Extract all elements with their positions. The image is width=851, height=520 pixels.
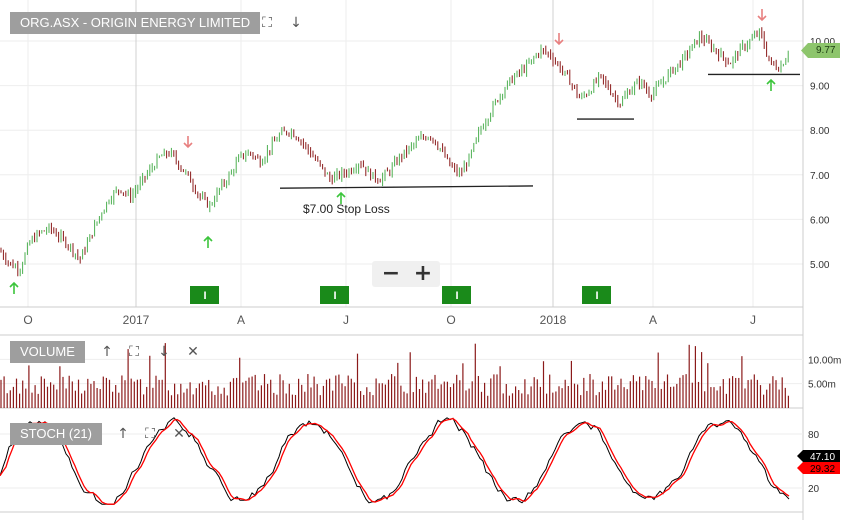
stoch-k-tag bbox=[797, 450, 840, 462]
expand-icon[interactable]: ⛶ bbox=[145, 426, 155, 442]
stoch-d-tag bbox=[797, 462, 840, 474]
stoch-tick-label: 20 bbox=[808, 484, 820, 495]
down-arrow-icon[interactable]: ↓ bbox=[290, 15, 302, 31]
close-icon[interactable]: ✕ bbox=[173, 426, 185, 442]
info-marker-label: I bbox=[333, 290, 336, 302]
up-arrow-icon[interactable]: ↑ bbox=[117, 426, 129, 442]
y-tick-label: 6.00 bbox=[810, 215, 830, 226]
stoch-k-line bbox=[0, 417, 790, 505]
info-marker bbox=[582, 286, 611, 304]
volume-panel-label: VOLUME bbox=[10, 341, 85, 363]
stoch-k-value: 47.10 bbox=[810, 452, 835, 463]
x-tick-label: J bbox=[343, 313, 349, 327]
x-tick-label: 2018 bbox=[540, 313, 567, 327]
info-marker bbox=[190, 286, 219, 304]
volume-tick-label: 10.00m bbox=[808, 355, 841, 366]
up-arrow-icon[interactable]: ↑ bbox=[101, 344, 113, 360]
expand-icon[interactable]: ⛶ bbox=[129, 344, 139, 360]
x-tick-label: A bbox=[649, 313, 657, 327]
x-tick-label: A bbox=[237, 313, 245, 327]
y-tick-label: 7.00 bbox=[810, 171, 830, 182]
info-marker-label: I bbox=[203, 290, 206, 302]
close-icon[interactable]: ✕ bbox=[187, 344, 199, 360]
y-tick-label: 9.00 bbox=[810, 82, 830, 93]
info-marker-label: I bbox=[595, 290, 598, 302]
down-arrow-icon[interactable]: ↓ bbox=[158, 344, 170, 360]
stoch-tick-label: 80 bbox=[808, 430, 820, 441]
volume-tick-label: 5.00m bbox=[808, 380, 836, 391]
last-price-tag: 9.77 bbox=[808, 43, 840, 58]
stoch-panel-label: STOCH (21) bbox=[10, 423, 102, 445]
y-tick-label: 8.00 bbox=[810, 126, 830, 137]
x-tick-label: J bbox=[750, 313, 756, 327]
info-marker bbox=[442, 286, 471, 304]
stop-loss-annotation: $7.00 Stop Loss bbox=[303, 202, 390, 216]
info-marker-label: I bbox=[455, 290, 458, 302]
zoom-control: − + bbox=[372, 261, 440, 287]
sell-arrow bbox=[757, 9, 767, 22]
y-tick-label: 5.00 bbox=[810, 260, 830, 271]
support-line bbox=[279, 185, 534, 189]
stoch-d-value: 29.32 bbox=[810, 464, 835, 475]
buy-arrow bbox=[9, 281, 19, 294]
stoch-d-line bbox=[0, 417, 790, 505]
x-tick-label: 2017 bbox=[123, 313, 150, 327]
y-tick-label: 10.00 bbox=[810, 37, 835, 48]
sell-arrow bbox=[183, 136, 193, 149]
sell-arrow bbox=[554, 33, 564, 46]
zoom-in-icon[interactable]: + bbox=[413, 261, 433, 286]
buy-arrow bbox=[203, 235, 213, 248]
last-price-pointer bbox=[801, 43, 808, 58]
x-tick-label: O bbox=[23, 313, 32, 327]
buy-arrow bbox=[766, 78, 776, 91]
chart-title: ORG.ASX - ORIGIN ENERGY LIMITED bbox=[10, 12, 261, 34]
zoom-out-icon[interactable]: − bbox=[381, 261, 401, 286]
expand-icon[interactable]: ⛶ bbox=[262, 15, 272, 31]
buy-arrow bbox=[336, 191, 346, 204]
info-marker bbox=[320, 286, 349, 304]
x-tick-label: O bbox=[446, 313, 455, 327]
